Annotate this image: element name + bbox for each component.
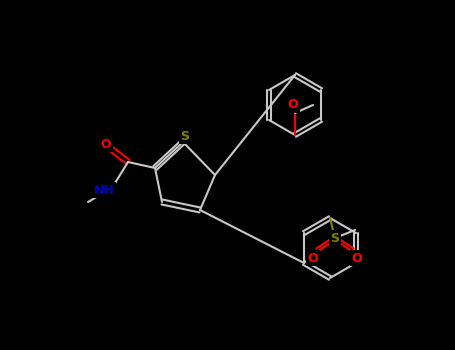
Text: O: O [308, 252, 318, 265]
Text: S: S [330, 231, 339, 245]
Text: S: S [181, 130, 189, 142]
Text: O: O [288, 98, 298, 112]
Text: O: O [101, 138, 111, 150]
Text: O: O [352, 252, 362, 265]
Text: NH: NH [94, 183, 114, 196]
